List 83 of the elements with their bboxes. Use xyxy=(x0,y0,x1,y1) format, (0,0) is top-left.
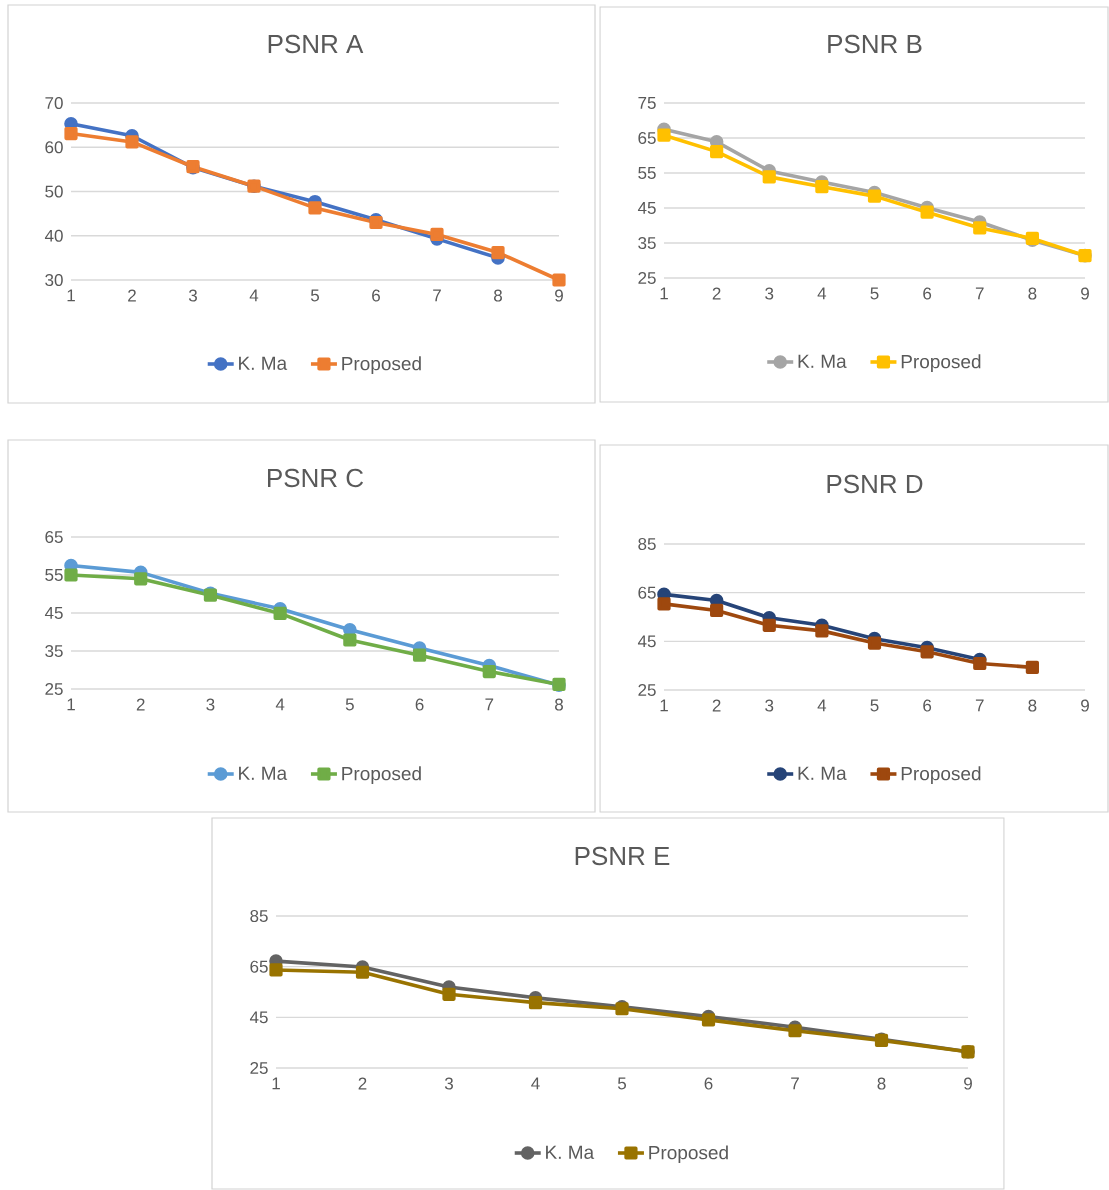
legend-label: K. Ma xyxy=(239,356,288,370)
x-tick-label: 6 xyxy=(923,699,932,712)
x-tick-label: 4 xyxy=(817,287,827,300)
y-tick-label: 65 xyxy=(638,586,656,599)
y-tick-label: 25 xyxy=(45,682,63,696)
x-tick-label: 1 xyxy=(67,698,75,711)
x-tick-label: 8 xyxy=(877,1077,886,1090)
x-tick-label: 3 xyxy=(206,698,215,711)
x-tick-label: 5 xyxy=(870,699,879,712)
x-tick-label: 5 xyxy=(617,1077,627,1090)
x-tick-label: 7 xyxy=(791,1077,799,1090)
x-tick-label: 1 xyxy=(272,1077,280,1090)
x-tick-label: 8 xyxy=(494,289,502,302)
y-tick-label: 45 xyxy=(637,202,656,214)
x-tick-label: 2 xyxy=(712,287,721,300)
x-tick-label: 7 xyxy=(433,289,441,302)
legend-label: Proposed xyxy=(649,1145,728,1164)
legend-label: K. Ma xyxy=(239,766,288,780)
legend-label: K. Ma xyxy=(546,1145,595,1159)
legend-label: Proposed xyxy=(342,356,421,375)
y-tick-label: 25 xyxy=(638,683,656,697)
x-tick-label: 6 xyxy=(923,287,932,300)
x-tick-label: 6 xyxy=(704,1077,713,1090)
y-tick-label: 75 xyxy=(638,97,656,109)
x-tick-label: 5 xyxy=(345,698,354,711)
x-tick-label: 9 xyxy=(555,289,563,302)
y-tick-label: 35 xyxy=(45,644,63,658)
x-tick-label: 7 xyxy=(975,699,984,712)
chart-title: PSNR B xyxy=(828,34,922,54)
x-tick-label: 2 xyxy=(358,1077,367,1090)
x-tick-label: 1 xyxy=(67,289,75,302)
x-tick-label: 4 xyxy=(275,698,285,711)
x-tick-label: 6 xyxy=(415,698,424,711)
legend-label: Proposed xyxy=(901,766,981,785)
x-tick-label: 9 xyxy=(1081,287,1089,300)
y-tick-label: 65 xyxy=(638,131,656,145)
x-tick-label: 8 xyxy=(1028,699,1037,712)
x-tick-label: 1 xyxy=(660,287,668,300)
legend-label: K. Ma xyxy=(798,354,847,368)
y-tick-label: 25 xyxy=(250,1061,268,1075)
x-tick-label: 3 xyxy=(188,289,197,302)
x-tick-label: 2 xyxy=(136,698,145,711)
y-tick-label: 55 xyxy=(638,167,656,179)
x-tick-label: 2 xyxy=(712,699,721,712)
y-tick-label: 30 xyxy=(45,273,63,287)
x-tick-label: 5 xyxy=(870,287,879,300)
x-tick-label: 1 xyxy=(660,699,668,712)
x-tick-label: 7 xyxy=(975,287,984,300)
y-tick-label: 65 xyxy=(250,960,268,973)
legend-label: Proposed xyxy=(342,766,421,785)
x-tick-label: 4 xyxy=(531,1077,540,1090)
y-tick-label: 70 xyxy=(45,96,63,110)
x-tick-label: 4 xyxy=(817,699,827,712)
x-tick-label: 3 xyxy=(765,287,774,300)
x-tick-label: 8 xyxy=(555,698,563,711)
y-tick-label: 60 xyxy=(45,141,63,154)
legend-label: K. Ma xyxy=(798,766,847,780)
x-tick-label: 9 xyxy=(964,1077,972,1090)
x-tick-label: 8 xyxy=(1028,287,1037,300)
y-tick-label: 40 xyxy=(44,229,63,242)
y-tick-label: 45 xyxy=(44,607,63,619)
x-tick-label: 2 xyxy=(128,289,136,302)
x-tick-label: 3 xyxy=(444,1077,453,1090)
legend-label: Proposed xyxy=(901,354,981,373)
y-tick-label: 50 xyxy=(45,185,63,198)
y-tick-label: 65 xyxy=(45,530,63,544)
y-tick-label: 45 xyxy=(637,635,656,648)
chart-title: PSNR A xyxy=(268,34,364,54)
x-tick-label: 4 xyxy=(249,289,259,302)
x-tick-label: 5 xyxy=(310,289,320,302)
y-tick-label: 45 xyxy=(249,1011,268,1024)
y-tick-label: 35 xyxy=(638,236,656,250)
chart-title: PSNR C xyxy=(268,468,364,488)
y-tick-label: 55 xyxy=(45,569,63,581)
x-tick-label: 6 xyxy=(372,289,380,302)
y-tick-label: 25 xyxy=(638,271,656,285)
chart-title: PSNR D xyxy=(827,474,923,494)
chart-title: PSNR E xyxy=(575,846,670,866)
x-tick-label: 9 xyxy=(1081,699,1089,712)
x-tick-label: 3 xyxy=(765,699,774,712)
x-tick-label: 7 xyxy=(485,698,494,711)
y-tick-label: 85 xyxy=(638,537,656,551)
y-tick-label: 85 xyxy=(250,909,268,923)
